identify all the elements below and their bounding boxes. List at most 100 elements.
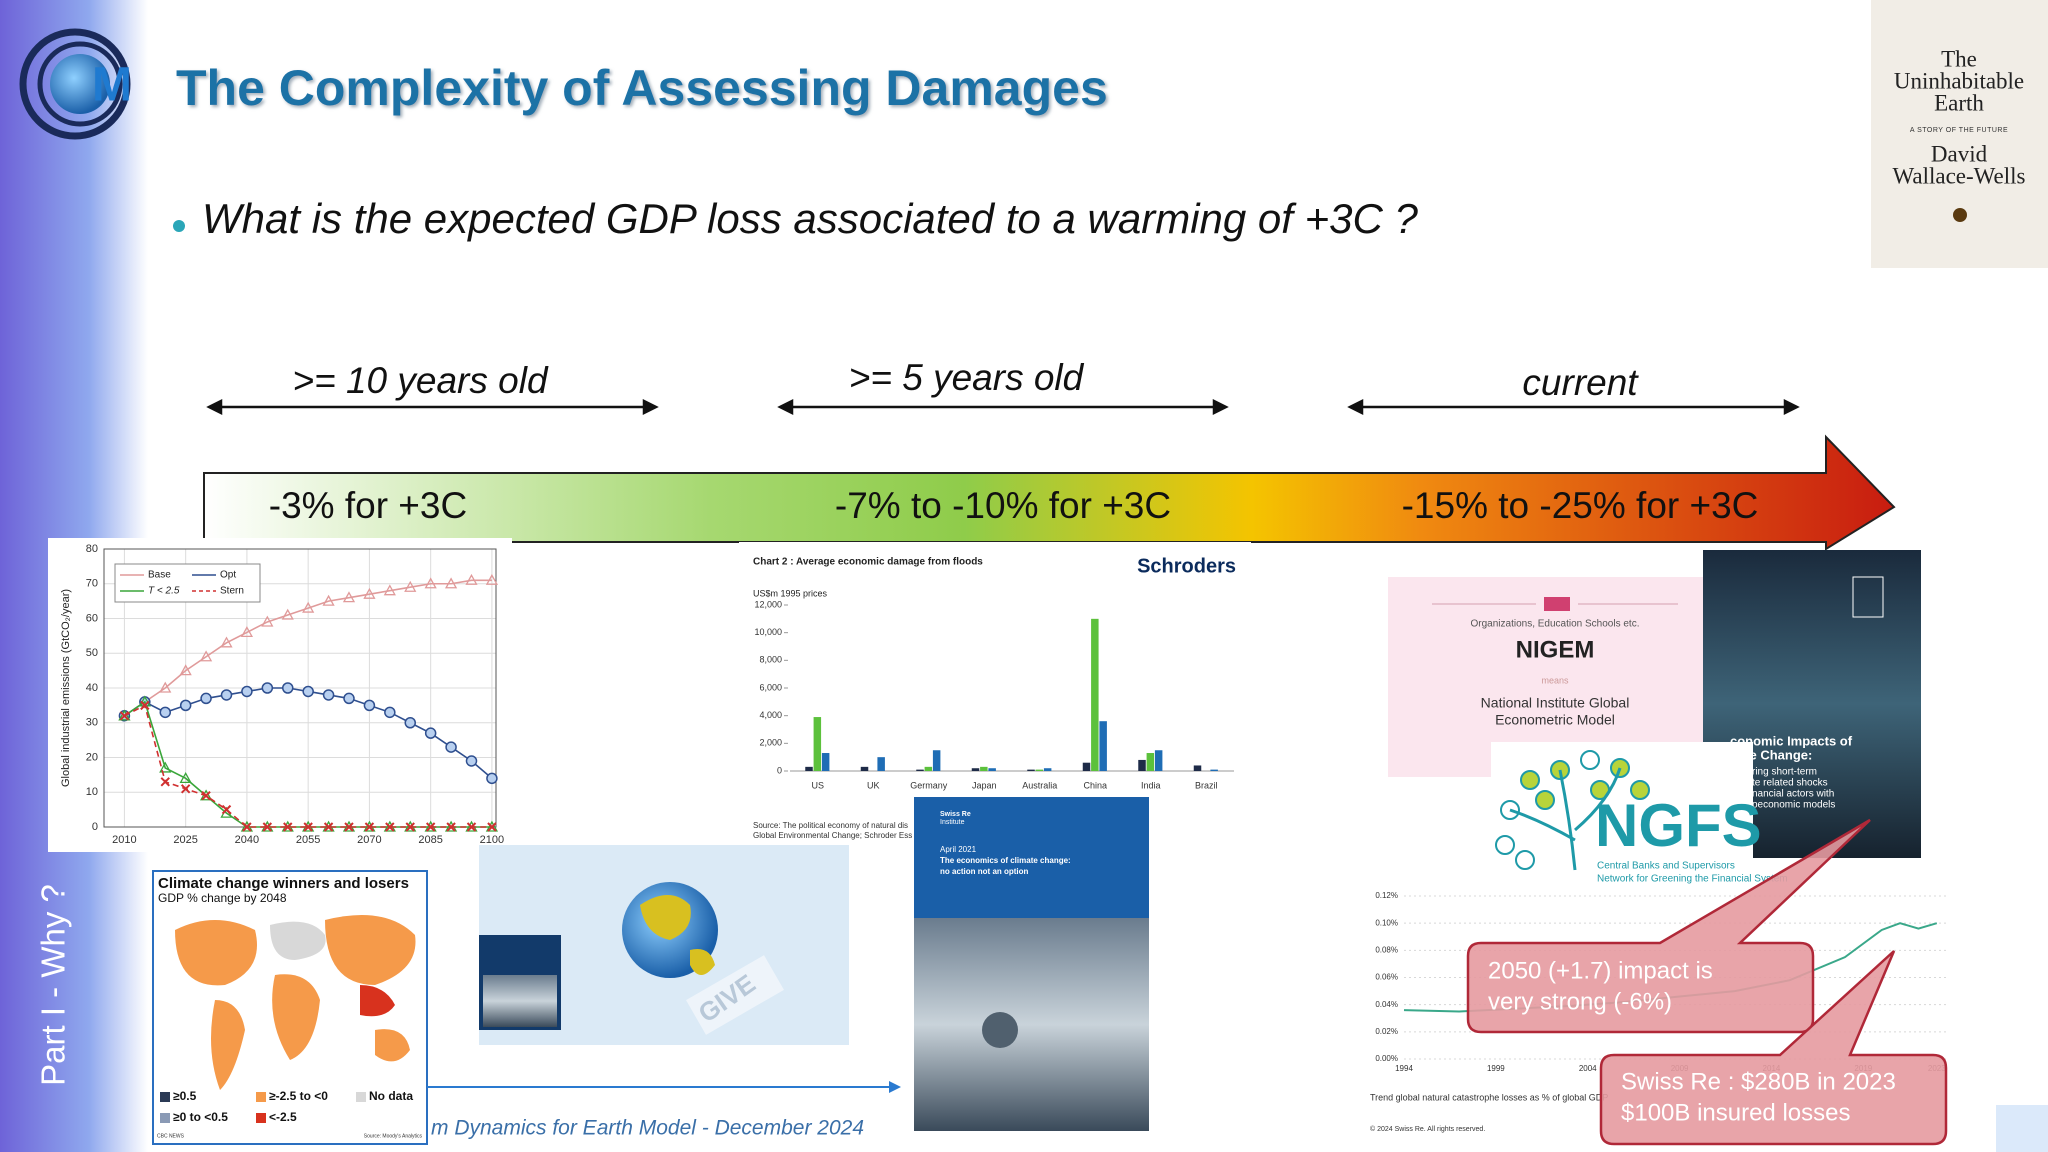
point: [425, 822, 436, 832]
point: [220, 636, 233, 648]
nigem-icon: [1544, 597, 1570, 611]
map-region: [375, 1029, 410, 1062]
ngfs-leaf: [1520, 770, 1540, 790]
book-cover: [1871, 0, 2048, 268]
legend-label: ≥0.5: [173, 1089, 197, 1103]
ngfs-leaf: [1500, 800, 1520, 820]
x-tick-label: Brazil: [1195, 780, 1218, 790]
bar: [1091, 618, 1099, 771]
bar: [1154, 750, 1163, 771]
bar: [860, 766, 869, 771]
bar: [1099, 721, 1107, 771]
point: [322, 689, 335, 701]
x-tick-label: Japan: [972, 780, 997, 790]
x-tick-label: 1999: [1487, 1064, 1505, 1073]
x-tick-label: Germany: [910, 780, 948, 790]
bar: [971, 768, 980, 771]
point: [220, 689, 233, 701]
point: [119, 711, 130, 721]
point: [466, 822, 477, 832]
point: [199, 650, 213, 662]
bar: [1138, 759, 1146, 771]
period-label: >= 10 years old: [292, 360, 548, 401]
bar: [932, 750, 941, 771]
legend-label: Stern: [220, 586, 244, 597]
chart-title: Chart 2 : Average economic damage from f…: [753, 557, 983, 568]
x-tick-label: 1994: [1395, 1064, 1413, 1073]
book-title: Earth: [1934, 90, 1984, 115]
callout-text: Swiss Re : $280B in 2023: [1621, 1068, 1896, 1095]
nigem-expansion: Econometric Model: [1495, 712, 1615, 728]
report-title: The economics of climate change:: [940, 856, 1071, 865]
y-tick-label: 70: [86, 578, 98, 590]
point: [159, 761, 172, 773]
callout-text: 2050 (+1.7) impact is: [1488, 957, 1713, 984]
point: [445, 741, 457, 753]
bar: [980, 766, 988, 771]
legend-swatch: [356, 1092, 366, 1102]
bar: [1193, 765, 1202, 771]
point: [159, 681, 172, 693]
bar: [813, 717, 822, 771]
point: [221, 804, 232, 815]
series-line: [123, 579, 492, 717]
y-tick-label: 10,000: [754, 627, 782, 637]
y-tick-label: 0.06%: [1375, 973, 1398, 982]
y-tick-label: 30: [86, 717, 98, 729]
logo-letter: M: [92, 59, 132, 112]
map-title: Climate change winners and losers: [158, 875, 409, 892]
point: [486, 772, 498, 785]
x-tick-label: 2085: [418, 834, 442, 846]
bar: [1035, 769, 1044, 771]
ngfs-subtitle: Network for Greening the Financial Syste…: [1597, 874, 1788, 885]
x-tick-label: 2010: [112, 834, 136, 846]
y-tick-label: 4,000: [759, 710, 782, 720]
legend-swatch: [256, 1113, 266, 1123]
point: [342, 591, 356, 603]
y-axis-label: Global industrial emissions (GtCO₂/year): [60, 589, 72, 787]
ngfs-name: NGFS: [1595, 792, 1762, 859]
callout-text: very strong (-6%): [1488, 988, 1672, 1015]
y-tick-label: 0.00%: [1375, 1054, 1398, 1063]
point: [384, 706, 396, 719]
legend-label: Opt: [220, 570, 236, 581]
point: [424, 577, 437, 589]
bullet-text: What is the expected GDP loss associated…: [202, 195, 1419, 242]
point: [240, 820, 254, 832]
point: [344, 822, 354, 832]
ngfs-leaf: [1515, 850, 1535, 870]
y-tick-label: 60: [86, 612, 98, 624]
map-region: [272, 974, 320, 1060]
period-label: >= 5 years old: [849, 357, 1085, 398]
x-tick-label: China: [1083, 780, 1107, 790]
legend-label: <-2.5: [269, 1110, 297, 1124]
give-report-image: [483, 975, 557, 1027]
brand: Schroders: [1137, 555, 1236, 577]
logo: [19, 28, 131, 140]
map-region: [360, 985, 395, 1017]
y-tick-label: 0: [92, 821, 98, 833]
point: [363, 587, 376, 599]
point: [159, 706, 171, 719]
y-tick-label: 0: [777, 765, 782, 775]
period-arrows: [206, 398, 1800, 416]
dark-report-body: peconomic models: [1752, 800, 1835, 811]
x-tick-label: Australia: [1022, 780, 1057, 790]
point: [261, 682, 274, 694]
point: [302, 601, 315, 613]
x-tick-label: 2055: [296, 834, 320, 846]
point: [282, 682, 294, 694]
book-author: David: [1931, 141, 1988, 166]
point: [343, 692, 355, 705]
y-tick-label: 0.12%: [1375, 891, 1398, 900]
point: [281, 608, 294, 620]
y-tick-label: 2,000: [759, 738, 782, 748]
y-tick-label: 80: [86, 543, 98, 555]
book-title: The: [1941, 46, 1977, 71]
legend-swatch: [160, 1113, 170, 1123]
source-note: Global Environmental Change; Schroder Es…: [753, 831, 912, 840]
point: [404, 580, 417, 592]
chart-caption: Trend global natural catastrophe losses …: [1370, 1092, 1608, 1102]
map-source: Source: Moody's Analytics: [364, 1133, 423, 1139]
y-tick-label: 10: [86, 786, 98, 798]
